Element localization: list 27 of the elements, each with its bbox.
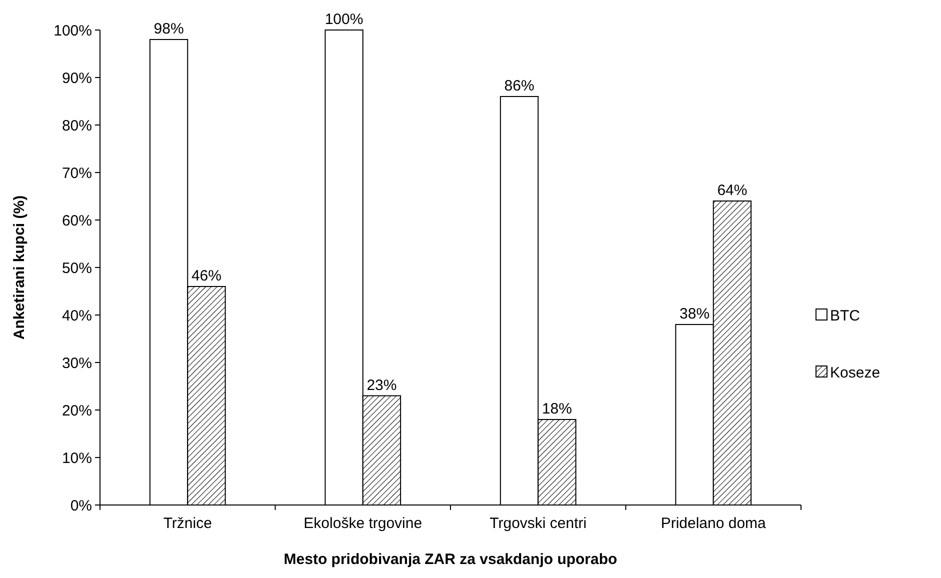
x-axis-title: Mesto pridobivanja ZAR za vsakdanjo uporabo — [284, 551, 618, 568]
data-label: 98% — [154, 20, 184, 38]
y-tick-label: 20% — [62, 402, 92, 420]
legend-label: Koseze — [830, 364, 880, 382]
y-tick-label: 100% — [54, 22, 92, 40]
x-tick-label: Tržnice — [163, 515, 212, 532]
data-label: 18% — [542, 400, 572, 418]
x-tick-label: Ekološke trgovine — [304, 515, 422, 532]
y-axis-title: Anketirani kupci (%) — [11, 195, 28, 340]
y-tick-label: 0% — [70, 497, 92, 514]
data-label: 100% — [324, 11, 364, 28]
legend-label: BTC — [830, 307, 860, 324]
x-tick-label: Pridelano doma — [660, 515, 767, 532]
y-tick-label: 90% — [62, 70, 92, 87]
data-label: 38% — [680, 306, 710, 322]
y-tick-label: 10% — [62, 450, 92, 467]
y-tick-label: 60% — [62, 212, 92, 230]
y-tick-label: 70% — [62, 164, 92, 182]
x-tick-label: Trgovski centri — [490, 515, 587, 532]
y-tick-label: 50% — [62, 260, 92, 277]
data-label: 46% — [191, 268, 222, 284]
y-tick-label: 30% — [62, 354, 92, 372]
data-label: 64% — [717, 182, 748, 199]
y-tick-label: 80% — [62, 117, 92, 134]
y-tick-label: 40% — [62, 307, 92, 324]
data-label: 23% — [366, 376, 397, 394]
data-label: 86% — [504, 78, 534, 94]
